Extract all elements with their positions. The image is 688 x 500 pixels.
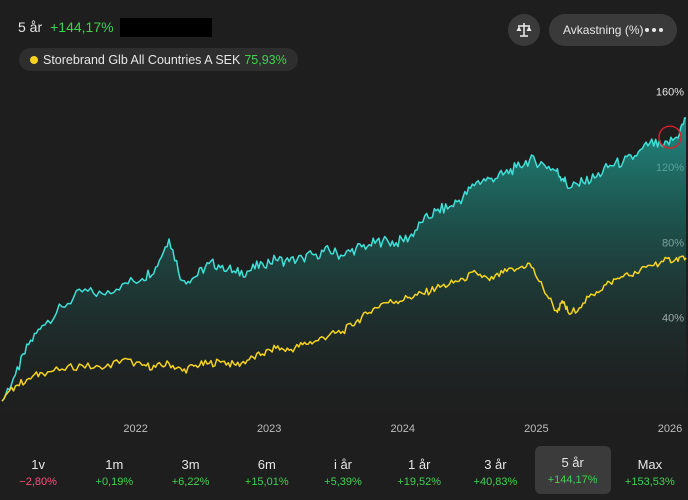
- period-tab-value: +15,01%: [244, 475, 289, 488]
- period-tab[interactable]: Max +153,53%: [612, 444, 688, 500]
- period-tab-label: 1v: [31, 456, 45, 472]
- redacted-box: [119, 17, 212, 37]
- series-line-portfolio: [1, 117, 687, 402]
- period-tab-value: −2,80%: [19, 475, 57, 488]
- compare-button[interactable]: [508, 14, 540, 46]
- period-tab[interactable]: 1 år +19,52%: [381, 444, 457, 500]
- metric-select-button[interactable]: Avkastning (%): [549, 14, 677, 46]
- header-summary: 5 år +144,17%: [18, 17, 212, 37]
- period-tab-label: 1 år: [408, 456, 431, 472]
- period-tab-label: 1m: [105, 456, 124, 472]
- metric-label: Avkastning (%): [563, 23, 644, 37]
- legend-series-value: 75,93%: [244, 52, 287, 67]
- x-tick-label: 2026: [658, 423, 682, 435]
- period-tab-label: 6m: [257, 456, 276, 472]
- period-tab-value: +5,39%: [324, 475, 362, 488]
- period-tab-value: +6,22%: [171, 475, 210, 488]
- legend-pill[interactable]: Storebrand Glb All Countries A SEK 75,93…: [19, 48, 298, 71]
- current-marker: [658, 125, 682, 149]
- period-tab[interactable]: 3m +6,22%: [152, 444, 228, 500]
- period-tab[interactable]: 5 år +144,17%: [534, 446, 611, 494]
- period-tab-value: +0,19%: [95, 475, 134, 488]
- x-tick-label: 2024: [391, 423, 415, 435]
- period-tab[interactable]: 1v −2,80%: [0, 444, 76, 500]
- period-tab-label: 3m: [181, 456, 200, 472]
- period-return: +144,17%: [50, 19, 114, 35]
- period-label: 5 år: [18, 19, 43, 35]
- period-tab[interactable]: 1m +0,19%: [76, 444, 152, 500]
- period-tab-label: 5 år: [561, 454, 584, 470]
- period-tab[interactable]: 3 år +40,83%: [457, 444, 533, 500]
- period-tab-value: +153,53%: [624, 475, 675, 488]
- series-area-fill: [2, 117, 686, 421]
- period-tab[interactable]: 6m +15,01%: [229, 444, 305, 500]
- period-tab-value: +144,17%: [547, 473, 598, 486]
- period-tab-label: i år: [333, 456, 353, 472]
- period-tab-value: +19,52%: [397, 475, 442, 488]
- scale-icon: [516, 23, 532, 37]
- period-tab-value: +40,83%: [473, 475, 518, 488]
- more-dots-icon[interactable]: [645, 28, 663, 32]
- x-tick-label: 2023: [257, 423, 281, 435]
- period-tab-label: 3 år: [484, 456, 507, 472]
- legend-dot: [30, 55, 38, 64]
- period-selector: 1v −2,80% 1m +0,19% 3m +6,22% 6m +15,01% i år +5,…: [0, 444, 688, 500]
- legend-series-name: Storebrand Glb All Countries A SEK: [43, 52, 241, 67]
- x-tick-label: 2022: [123, 423, 147, 435]
- x-axis-ticks: 2022 2023 2024 2025 2026: [123, 423, 682, 435]
- y-tick-label: 160%: [656, 86, 684, 98]
- period-tab[interactable]: i år +5,39%: [305, 444, 381, 500]
- period-tab-label: Max: [637, 456, 663, 472]
- x-tick-label: 2025: [524, 423, 548, 435]
- series-line-storebrand: [1, 255, 687, 402]
